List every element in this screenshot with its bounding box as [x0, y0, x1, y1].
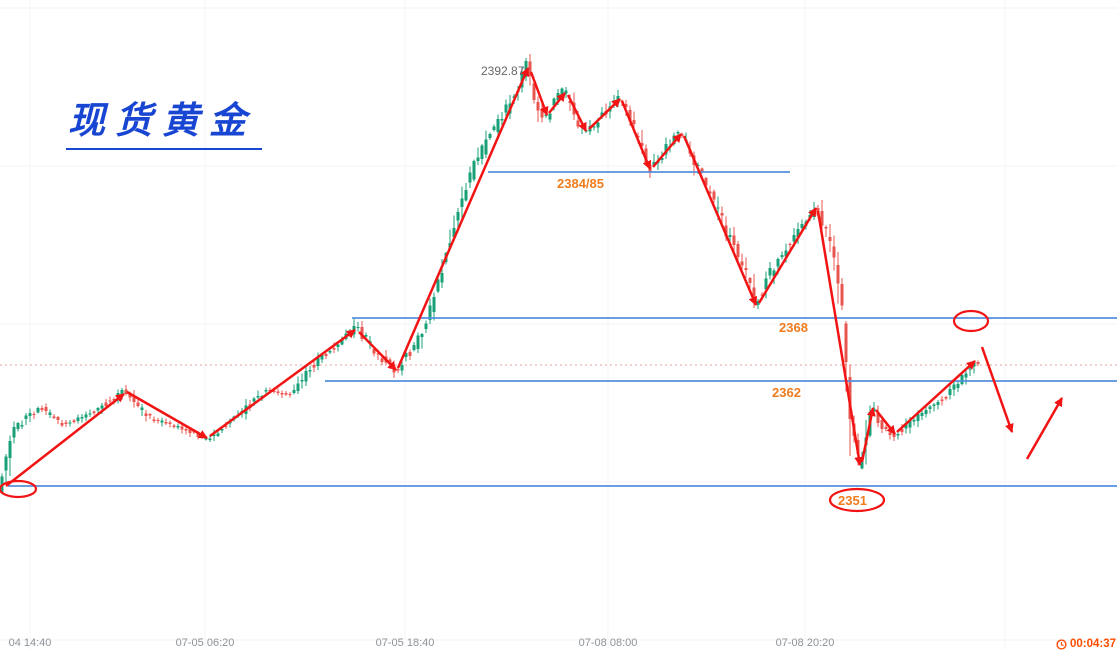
trend-arrow: [358, 331, 397, 371]
trend-arrow: [896, 360, 976, 433]
highlight-ellipse: [952, 309, 990, 333]
trend-arrow: [566, 94, 588, 132]
clock-icon: [1056, 638, 1067, 650]
forecast-arrow: [1025, 397, 1064, 460]
highlight-ellipse: [0, 479, 38, 499]
trend-arrow: [682, 135, 758, 306]
trend-arrow: [588, 98, 621, 130]
trend-arrow: [209, 328, 356, 438]
candle-countdown: 00:04:37: [1056, 638, 1116, 650]
support-resistance-layer: [8, 171, 1117, 487]
trend-annotation-layer: [0, 67, 1064, 513]
x-axis-time-label: 07-05 18:40: [375, 637, 435, 649]
peak-price-label: 2392.87: [481, 64, 525, 78]
countdown-text: 00:04:37: [1069, 638, 1116, 650]
trend-arrow: [396, 67, 530, 369]
trend-arrow: [875, 409, 896, 435]
price-level-label: 2384/85: [557, 176, 604, 191]
price-level-label: 2362: [772, 385, 801, 400]
price-level-label: 2368: [779, 320, 808, 335]
x-axis-time-label: 07-05 06:20: [175, 637, 235, 649]
trend-arrow: [620, 100, 652, 170]
trend-arrow: [548, 92, 566, 114]
trend-arrow: [757, 207, 818, 304]
x-axis-time-label: 07-08 20:20: [775, 637, 835, 649]
highlight-ellipse: [828, 487, 886, 513]
chart-title: 现货黄金: [66, 100, 262, 151]
x-axis-time-label: 07-08 08:00: [578, 637, 638, 649]
trend-arrow: [816, 210, 864, 466]
price-level-label: 2351: [838, 493, 867, 508]
forecast-arrow: [980, 346, 1014, 433]
trend-arrow: [126, 390, 208, 440]
trend-arrow: [5, 393, 125, 487]
trend-arrow: [652, 133, 682, 168]
trend-arrow: [529, 71, 549, 116]
trend-arrow: [860, 407, 876, 463]
x-axis-time-label: 04 14:40: [8, 637, 52, 649]
